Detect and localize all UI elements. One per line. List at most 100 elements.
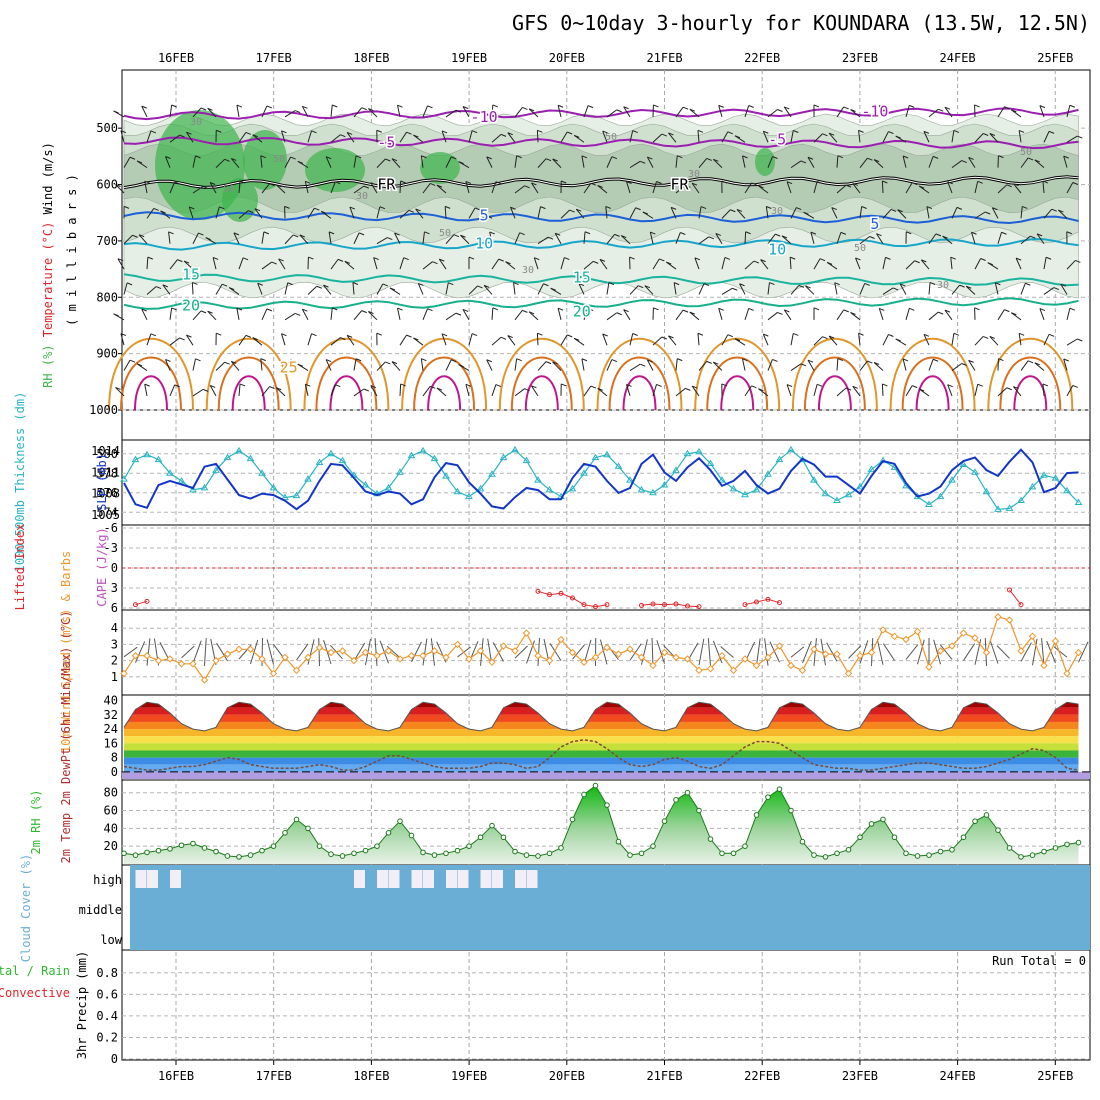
thickness-point bbox=[407, 451, 416, 459]
wind-barb bbox=[652, 133, 663, 143]
wind-barb-flag bbox=[413, 337, 419, 341]
wind-barb bbox=[168, 231, 171, 244]
wind-barb bbox=[376, 361, 386, 371]
li-tick: 0 bbox=[111, 561, 118, 575]
top-date-label: 22FEB bbox=[744, 51, 780, 65]
rh-point bbox=[443, 850, 449, 857]
wind-barb bbox=[514, 358, 518, 371]
wind-barb bbox=[882, 287, 894, 295]
wind-barb-flag bbox=[1030, 235, 1036, 239]
rh-point bbox=[1018, 854, 1024, 860]
wind-barb-flag bbox=[236, 104, 243, 108]
wind-barb bbox=[531, 385, 539, 397]
wind-barb-flag bbox=[489, 231, 495, 235]
wind-barb-flag bbox=[626, 383, 632, 387]
wind-speed-point bbox=[246, 645, 255, 653]
wind-barb-flag bbox=[198, 232, 204, 236]
wind-barb-flag bbox=[522, 309, 528, 313]
wind-barb bbox=[947, 181, 953, 194]
wind-barb-flag bbox=[1018, 129, 1025, 133]
wind-speed-point bbox=[338, 647, 347, 655]
wind-barb-flag bbox=[290, 156, 296, 160]
wind-barb-flag bbox=[831, 207, 837, 211]
wind-speed-point bbox=[1040, 661, 1048, 670]
wind-barb-flag bbox=[276, 387, 282, 391]
wind-barb-flag bbox=[1072, 182, 1079, 185]
wind-barb-flag bbox=[892, 287, 899, 291]
wind-barb-flag bbox=[653, 307, 659, 311]
surface-isotherm bbox=[791, 337, 878, 411]
rh-point bbox=[374, 843, 380, 849]
wind-barb bbox=[902, 358, 907, 371]
wind-barb-flag bbox=[911, 385, 918, 389]
wind-barb-flag bbox=[421, 358, 427, 362]
wind-barb bbox=[583, 105, 589, 118]
wind-barb-flag bbox=[413, 134, 419, 138]
rh-point bbox=[558, 845, 564, 851]
rh-point bbox=[788, 807, 794, 814]
rh-point bbox=[834, 850, 840, 857]
wind-barb-flag bbox=[483, 284, 490, 288]
wind-barb-flag bbox=[458, 161, 464, 165]
cloud-cover-fill bbox=[130, 865, 1090, 950]
wind-barb bbox=[537, 283, 544, 295]
wind-barb-flag bbox=[998, 155, 1004, 159]
wind-barb-flag bbox=[918, 388, 925, 392]
wind-barb-flag bbox=[363, 185, 370, 189]
wind-barb bbox=[881, 383, 884, 396]
wind-barb bbox=[744, 105, 750, 118]
thickness-point bbox=[936, 492, 945, 500]
surface-wind-barb bbox=[1053, 646, 1068, 658]
slp-tick: 1008 bbox=[91, 487, 120, 501]
wind-barb bbox=[537, 236, 549, 245]
wind-barb-flag bbox=[882, 180, 888, 184]
wind-barb bbox=[721, 131, 729, 143]
wind-barb bbox=[370, 182, 378, 194]
wind-barb bbox=[852, 183, 861, 194]
wind-barb-flag bbox=[132, 234, 138, 238]
top-date-label: 25FEB bbox=[1037, 51, 1073, 65]
dewpoint-line bbox=[123, 739, 1079, 771]
thickness-point bbox=[1063, 486, 1071, 494]
wind-barb bbox=[399, 383, 402, 396]
wind-barb bbox=[583, 260, 594, 270]
wind-barb-flag bbox=[195, 155, 201, 159]
wind-barb-flag bbox=[935, 233, 942, 237]
thickness-point bbox=[718, 476, 726, 483]
wind-barb bbox=[968, 157, 976, 168]
wind-barb bbox=[462, 106, 470, 118]
wind-barb-flag bbox=[1001, 231, 1007, 235]
wind-speed-point bbox=[833, 650, 841, 658]
isotherm-label: 20 bbox=[573, 302, 591, 320]
precip-tick: 0.2 bbox=[96, 1030, 118, 1044]
wind-barb-flag bbox=[276, 184, 282, 188]
wind-speed-point bbox=[925, 663, 933, 671]
wind-barb-flag bbox=[1027, 360, 1034, 364]
wind-barb bbox=[370, 385, 378, 397]
wind-barb-flag bbox=[659, 258, 665, 262]
wind-barb-flag bbox=[635, 207, 641, 211]
wind-speed-point bbox=[959, 629, 968, 637]
wind-barb bbox=[192, 358, 196, 371]
wind-barb bbox=[942, 235, 953, 245]
thickness-point bbox=[327, 449, 335, 457]
wind-barb bbox=[162, 284, 171, 295]
wind-barb-flag bbox=[1006, 387, 1012, 391]
wind-barb bbox=[951, 333, 955, 346]
wind-barb bbox=[399, 257, 405, 270]
wind-barb bbox=[444, 206, 447, 219]
wind-barb-flag bbox=[465, 383, 472, 387]
wind-barb bbox=[420, 155, 424, 168]
wind-barb-flag bbox=[1053, 287, 1060, 291]
wind-barb-flag bbox=[554, 232, 561, 236]
wind-barb bbox=[965, 285, 976, 295]
rh-point bbox=[167, 846, 173, 852]
wind-barb-flag bbox=[573, 337, 580, 341]
wind-barb bbox=[537, 206, 541, 219]
wind-barb-flag bbox=[742, 358, 748, 362]
wind-barb-flag bbox=[186, 334, 192, 338]
li-point bbox=[144, 598, 150, 604]
wind-barb bbox=[1066, 260, 1076, 270]
wind-barb-flag bbox=[561, 180, 567, 184]
wind-barb-flag bbox=[278, 258, 284, 262]
